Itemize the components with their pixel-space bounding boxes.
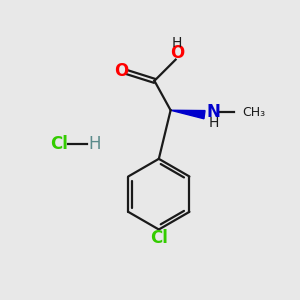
Text: O: O bbox=[170, 44, 184, 62]
Text: O: O bbox=[114, 62, 128, 80]
Text: N: N bbox=[207, 103, 221, 121]
Text: Cl: Cl bbox=[50, 135, 68, 153]
Text: H: H bbox=[172, 36, 182, 50]
Text: Cl: Cl bbox=[150, 229, 168, 247]
Text: H: H bbox=[209, 116, 219, 130]
Polygon shape bbox=[171, 110, 205, 119]
Text: CH₃: CH₃ bbox=[242, 106, 265, 119]
Text: H: H bbox=[88, 135, 101, 153]
